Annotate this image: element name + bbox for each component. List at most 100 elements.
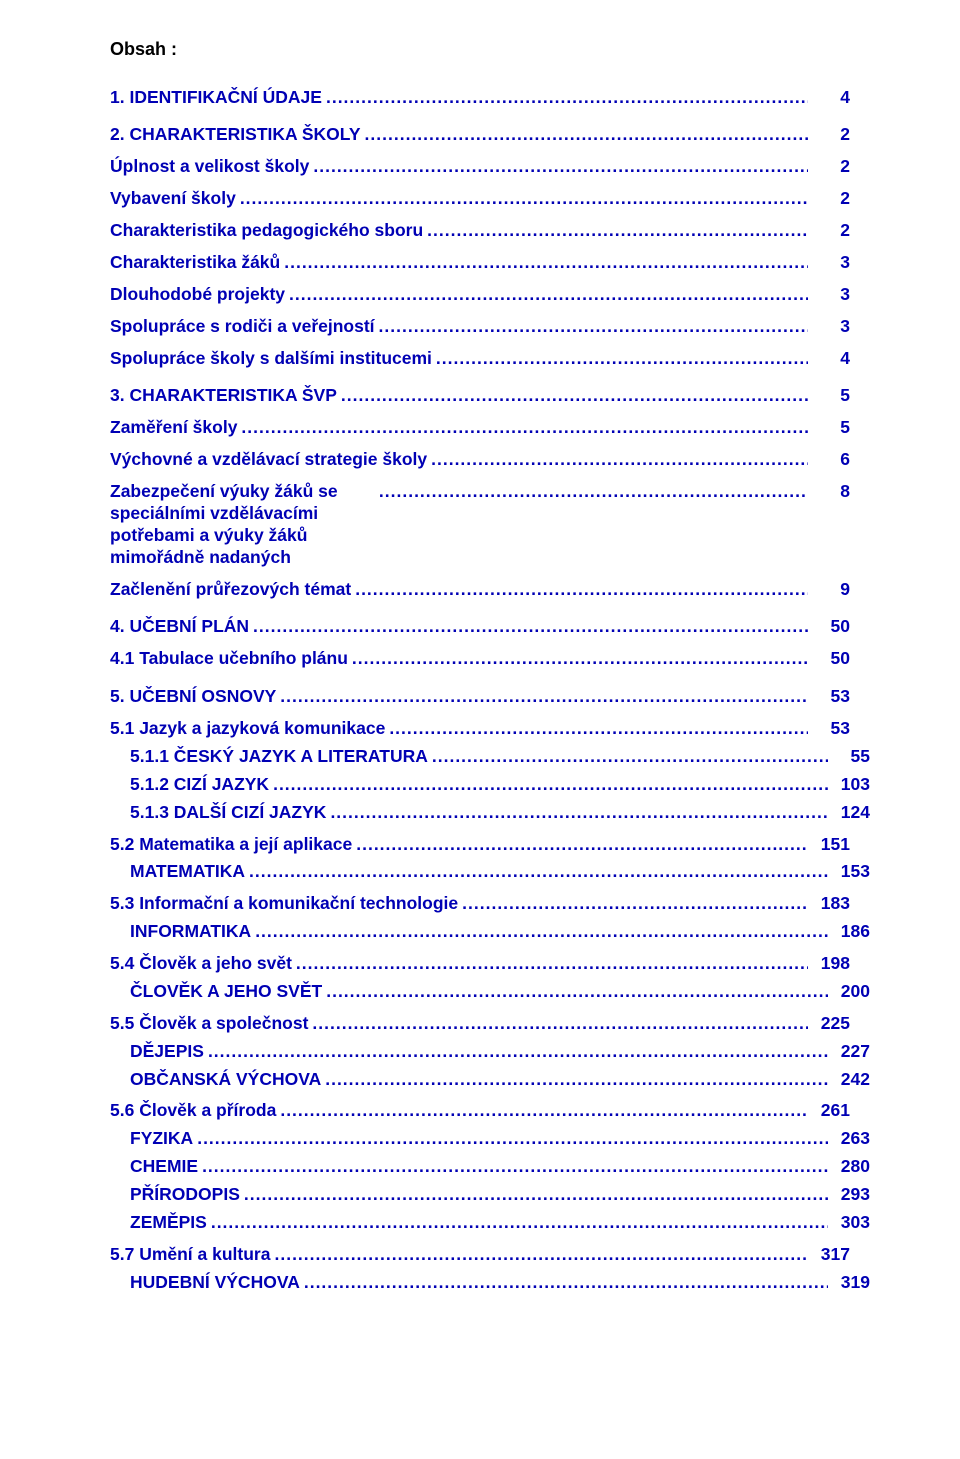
- toc-leader-dots: [274, 1244, 808, 1266]
- toc-page-number: 2: [812, 188, 850, 210]
- toc-row[interactable]: 5. UČEBNÍ OSNOVY53: [110, 686, 850, 708]
- toc-row[interactable]: MATEMATIKA153: [110, 861, 870, 883]
- toc-row[interactable]: 5.2 Matematika a její aplikace151: [110, 834, 850, 856]
- toc-page-number: 50: [812, 616, 850, 638]
- toc-leader-dots: [211, 1212, 828, 1234]
- toc-entry-label: Začlenění průřezových témat: [110, 579, 351, 601]
- toc-page-number: 5: [812, 417, 850, 439]
- toc-row[interactable]: 5.1.1 ČESKÝ JAZYK A LITERATURA 55: [110, 746, 870, 768]
- toc-row[interactable]: FYZIKA263: [110, 1128, 870, 1150]
- toc-row[interactable]: PŘÍRODOPIS293: [110, 1184, 870, 1206]
- toc-leader-dots: [389, 718, 808, 740]
- toc-leader-dots: [356, 834, 808, 856]
- toc-page-number: 303: [832, 1212, 870, 1234]
- toc-leader-dots: [202, 1156, 828, 1178]
- toc-row[interactable]: Úplnost a velikost školy2: [110, 156, 850, 178]
- toc-page-number: 55: [832, 746, 870, 768]
- toc-row[interactable]: 4. UČEBNÍ PLÁN 50: [110, 616, 850, 638]
- toc-leader-dots: [240, 188, 808, 210]
- toc-row[interactable]: 3. CHARAKTERISTIKA ŠVP5: [110, 385, 850, 407]
- toc-row[interactable]: CHEMIE280: [110, 1156, 870, 1178]
- toc-leader-dots: [326, 87, 808, 109]
- toc-entry-label: Zabezpečení výuky žáků se speciálními vz…: [110, 481, 375, 569]
- toc-leader-dots: [431, 449, 808, 471]
- toc-row[interactable]: Spolupráce s rodiči a veřejností 3: [110, 316, 850, 338]
- toc-row[interactable]: Zaměření školy5: [110, 417, 850, 439]
- toc-leader-dots: [253, 616, 808, 638]
- toc-entry-label: PŘÍRODOPIS: [130, 1184, 240, 1206]
- toc-page-number: 6: [812, 449, 850, 471]
- toc-page-number: 53: [812, 718, 850, 740]
- toc-row[interactable]: Začlenění průřezových témat 9: [110, 579, 850, 601]
- toc-page-number: 200: [832, 981, 870, 1003]
- toc-page-number: 3: [812, 316, 850, 338]
- toc-page-number: 261: [812, 1100, 850, 1122]
- toc-page-number: 5: [812, 385, 850, 407]
- toc-leader-dots: [249, 861, 828, 883]
- toc-row[interactable]: DĚJEPIS227: [110, 1041, 870, 1063]
- toc-page-number: 227: [832, 1041, 870, 1063]
- toc-entry-label: OBČANSKÁ VÝCHOVA: [130, 1069, 321, 1091]
- toc-row[interactable]: Spolupráce školy s dalšími institucemi4: [110, 348, 850, 370]
- toc-page-number: 4: [812, 348, 850, 370]
- toc-list: 1. IDENTIFIKAČNÍ ÚDAJE42. CHARAKTERISTIK…: [110, 87, 850, 1294]
- toc-page-number: 9: [812, 579, 850, 601]
- toc-leader-dots: [355, 579, 808, 601]
- toc-leader-dots: [255, 921, 828, 943]
- toc-row[interactable]: Charakteristika žáků3: [110, 252, 850, 274]
- toc-page-number: 151: [812, 834, 850, 856]
- toc-row[interactable]: 5.1 Jazyk a jazyková komunikace53: [110, 718, 850, 740]
- toc-entry-label: Spolupráce s rodiči a veřejností: [110, 316, 375, 338]
- toc-leader-dots: [197, 1128, 828, 1150]
- toc-row[interactable]: Výchovné a vzdělávací strategie školy6: [110, 449, 850, 471]
- toc-row[interactable]: 5.4 Člověk a jeho svět198: [110, 953, 850, 975]
- toc-leader-dots: [436, 348, 808, 370]
- toc-leader-dots: [352, 648, 808, 670]
- toc-entry-label: 5.5 Člověk a společnost: [110, 1013, 308, 1035]
- toc-entry-label: 5.4 Člověk a jeho svět: [110, 953, 292, 975]
- toc-entry-label: 1. IDENTIFIKAČNÍ ÚDAJE: [110, 87, 322, 109]
- toc-leader-dots: [312, 1013, 808, 1035]
- toc-page-number: 103: [832, 774, 870, 796]
- toc-row[interactable]: 5.1.2 CIZÍ JAZYK 103: [110, 774, 870, 796]
- toc-leader-dots: [208, 1041, 828, 1063]
- toc-page-number: 153: [832, 861, 870, 883]
- toc-entry-label: 4. UČEBNÍ PLÁN: [110, 616, 249, 638]
- toc-page-number: 3: [812, 284, 850, 306]
- toc-entry-label: 5.1.1 ČESKÝ JAZYK A LITERATURA: [130, 746, 428, 768]
- toc-row[interactable]: INFORMATIKA186: [110, 921, 870, 943]
- toc-page-number: 2: [812, 124, 850, 146]
- toc-row[interactable]: Zabezpečení výuky žáků se speciálními vz…: [110, 481, 850, 569]
- toc-entry-label: 2. CHARAKTERISTIKA ŠKOLY: [110, 124, 361, 146]
- toc-entry-label: 5.7 Umění a kultura: [110, 1244, 270, 1266]
- toc-entry-label: Charakteristika žáků: [110, 252, 280, 274]
- toc-entry-label: 5.1.3 DALŠÍ CIZÍ JAZYK: [130, 802, 326, 824]
- toc-page-number: 53: [812, 686, 850, 708]
- toc-page-number: 183: [812, 893, 850, 915]
- toc-page-number: 2: [812, 156, 850, 178]
- toc-row[interactable]: Charakteristika pedagogického sboru2: [110, 220, 850, 242]
- toc-row[interactable]: ZEMĚPIS303: [110, 1212, 870, 1234]
- toc-row[interactable]: 5.7 Umění a kultura317: [110, 1244, 850, 1266]
- toc-entry-label: HUDEBNÍ VÝCHOVA: [130, 1272, 300, 1294]
- toc-page: Obsah : 1. IDENTIFIKAČNÍ ÚDAJE42. CHARAK…: [0, 0, 960, 1360]
- toc-row[interactable]: 5.6 Člověk a příroda 261: [110, 1100, 850, 1122]
- toc-leader-dots: [379, 481, 808, 503]
- toc-row[interactable]: Dlouhodobé projekty3: [110, 284, 850, 306]
- toc-row[interactable]: 2. CHARAKTERISTIKA ŠKOLY 2: [110, 124, 850, 146]
- toc-entry-label: 5.6 Člověk a příroda: [110, 1100, 276, 1122]
- toc-leader-dots: [280, 686, 808, 708]
- toc-row[interactable]: 5.1.3 DALŠÍ CIZÍ JAZYK124: [110, 802, 870, 824]
- toc-row[interactable]: 5.3 Informační a komunikační technologie…: [110, 893, 850, 915]
- toc-row[interactable]: Vybavení školy2: [110, 188, 850, 210]
- toc-row[interactable]: HUDEBNÍ VÝCHOVA319: [110, 1272, 870, 1294]
- toc-row[interactable]: 4.1 Tabulace učebního plánu50: [110, 648, 850, 670]
- toc-row[interactable]: ČLOVĚK A JEHO SVĚT200: [110, 981, 870, 1003]
- toc-leader-dots: [289, 284, 808, 306]
- toc-entry-label: 5.1.2 CIZÍ JAZYK: [130, 774, 269, 796]
- toc-leader-dots: [379, 316, 808, 338]
- toc-row[interactable]: 1. IDENTIFIKAČNÍ ÚDAJE4: [110, 87, 850, 109]
- toc-row[interactable]: OBČANSKÁ VÝCHOVA242: [110, 1069, 870, 1091]
- toc-leader-dots: [304, 1272, 828, 1294]
- toc-row[interactable]: 5.5 Člověk a společnost225: [110, 1013, 850, 1035]
